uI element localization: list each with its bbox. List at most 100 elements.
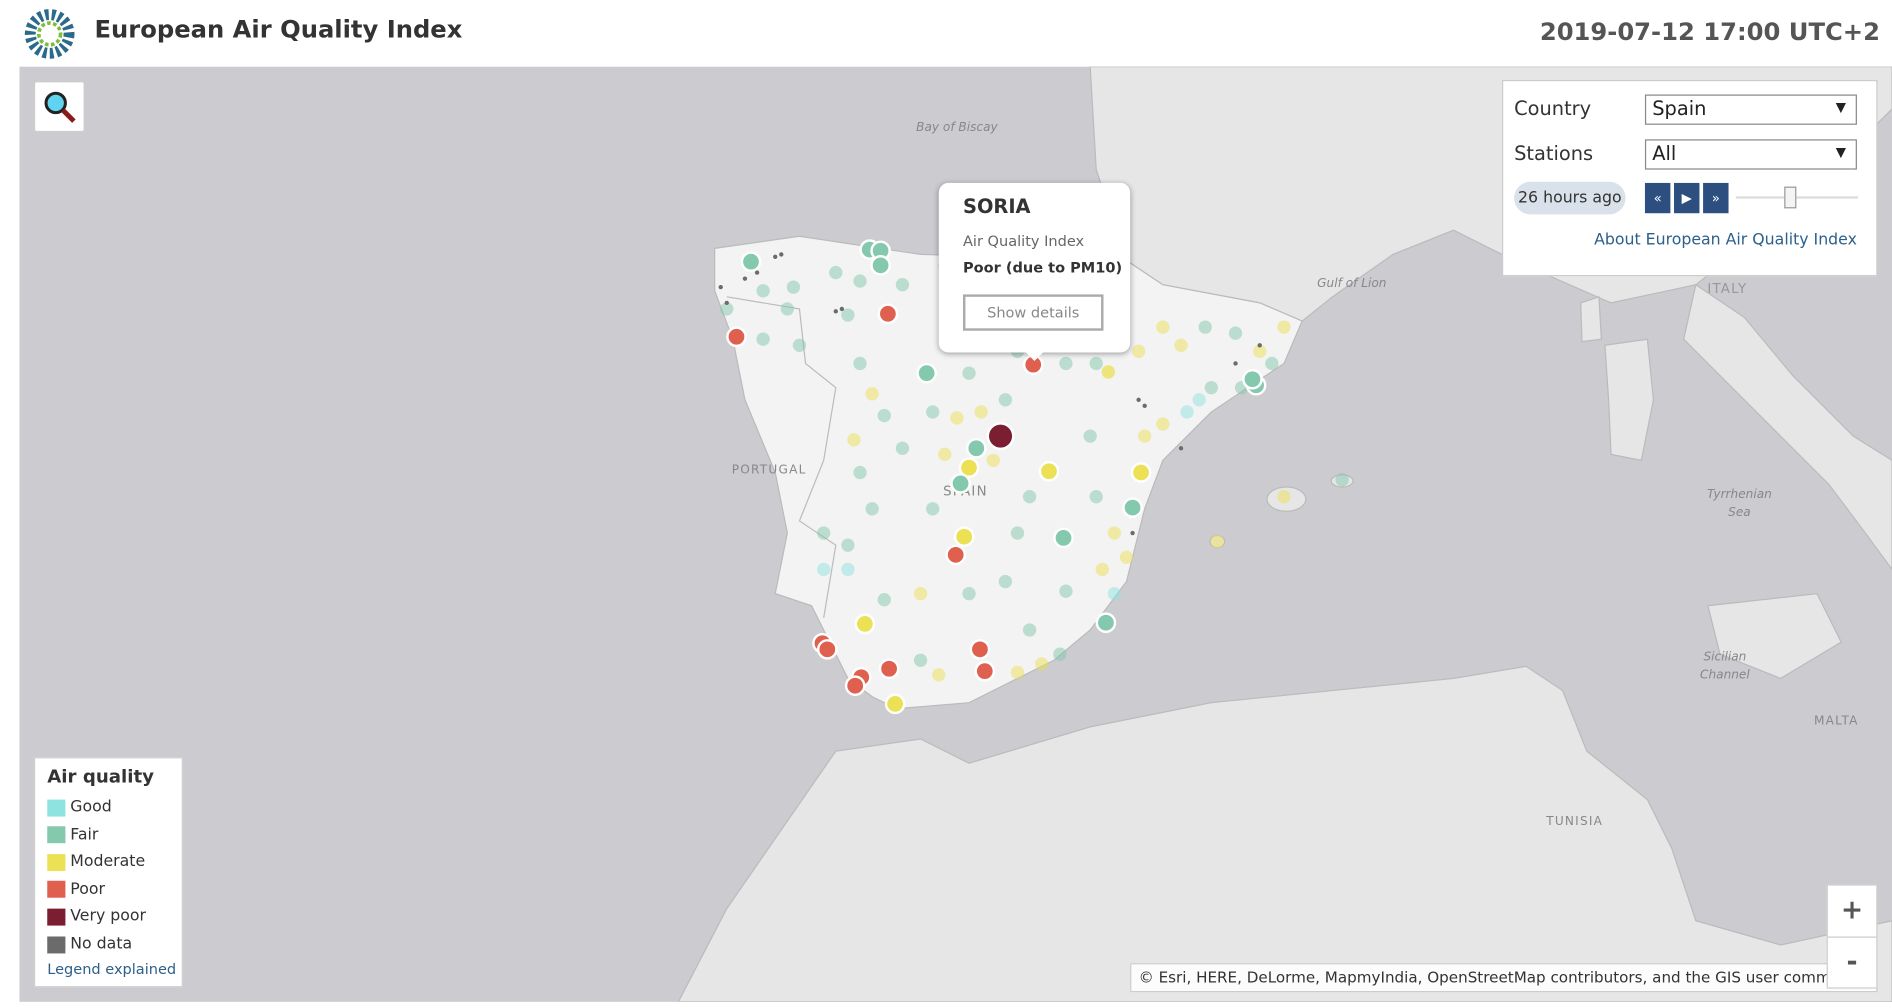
station-marker [865, 502, 879, 516]
station-marker [1265, 356, 1279, 371]
legend-swatch [47, 908, 66, 926]
station-marker [953, 526, 975, 547]
header-title: European Air Quality Index [94, 14, 463, 44]
about-link[interactable]: About European Air Quality Index [1594, 231, 1857, 250]
control-panel: Country Spain ▼ Stations All ▼ 26 hours ag… [1502, 79, 1878, 277]
station-marker [756, 284, 770, 298]
station-marker [854, 613, 876, 635]
station-marker [877, 593, 891, 607]
station-marker [1242, 368, 1263, 390]
station-marker [1022, 490, 1037, 504]
attribution: © Esri, HERE, DeLorme, MapmyIndia, OpenS… [1130, 963, 1878, 993]
station-nodata [742, 276, 748, 281]
station-marker [986, 422, 1015, 451]
legend-link[interactable]: Legend explained [47, 960, 177, 978]
station-marker [1210, 534, 1225, 549]
time-slider[interactable] [1735, 196, 1859, 199]
stations-value: All [1652, 141, 1677, 165]
station-marker [1083, 429, 1097, 443]
station-marker [1089, 490, 1103, 504]
station-marker [1101, 365, 1116, 379]
station-marker [998, 574, 1013, 589]
first-button[interactable]: « [1644, 182, 1671, 214]
station-nodata [1257, 343, 1262, 348]
station-marker [786, 280, 801, 294]
logo [24, 9, 75, 59]
search-button[interactable] [33, 81, 85, 133]
station-marker [1053, 527, 1074, 549]
station-marker [756, 332, 770, 346]
map-label: Sea [1728, 505, 1751, 519]
legend-label: No data [70, 935, 133, 954]
station-marker [1156, 320, 1170, 334]
zoom-in[interactable]: + [1827, 886, 1877, 938]
station-nodata [773, 254, 778, 260]
legend: Air quality Good Fair Moderate Poor Very poo… [33, 757, 183, 988]
popup-tip [1023, 350, 1046, 362]
station-marker [895, 441, 910, 455]
legend-item: Good [47, 798, 112, 817]
legend-item: Fair [47, 826, 98, 844]
station-marker [962, 366, 976, 380]
legend-title: Air quality [47, 765, 155, 788]
map-label: Tyrrhenian [1707, 487, 1772, 501]
station-marker [817, 639, 838, 660]
legend-label: Moderate [70, 853, 146, 872]
station-marker [1059, 356, 1073, 371]
country-select[interactable]: Spain ▼ [1644, 94, 1857, 125]
station-marker [986, 453, 1000, 468]
station-marker [1131, 344, 1146, 358]
map-label: Bay of Biscay [916, 120, 998, 134]
timestamp: 2019-07-12 17:00 UTC+2 [1539, 16, 1880, 47]
station-marker [1198, 320, 1212, 334]
station-marker [853, 356, 867, 371]
station-nodata [754, 270, 760, 275]
station-marker [841, 538, 855, 552]
station-marker [1138, 429, 1152, 443]
map-label: MALTA [1814, 713, 1859, 727]
station-marker [877, 408, 891, 423]
map-label: Channel [1700, 667, 1750, 681]
station-marker [969, 639, 991, 660]
station-marker [1130, 462, 1152, 483]
stations-select[interactable]: All ▼ [1644, 139, 1857, 170]
station-marker [962, 586, 976, 601]
station-nodata [1233, 361, 1238, 366]
station-marker [998, 393, 1013, 407]
station-marker [792, 338, 807, 352]
station-marker [1180, 405, 1194, 419]
station-marker [853, 274, 867, 288]
legend-item: Poor [47, 881, 105, 899]
station-marker [926, 502, 940, 516]
station-marker [1035, 657, 1049, 671]
legend-label: Poor [70, 880, 105, 899]
station-marker [913, 653, 928, 667]
last-button[interactable]: » [1703, 182, 1729, 214]
show-details-button[interactable]: Show details [962, 294, 1104, 331]
play-button[interactable]: ▶ [1674, 182, 1700, 214]
station-marker [1010, 526, 1025, 540]
slider-handle[interactable] [1784, 186, 1797, 209]
legend-swatch [47, 826, 66, 844]
station-marker [1095, 562, 1109, 577]
station-marker [817, 562, 831, 577]
station-marker [1089, 356, 1103, 371]
country-value: Spain [1652, 96, 1707, 120]
legend-item: Moderate [47, 853, 145, 871]
station-marker [847, 433, 861, 447]
zoom-out[interactable]: - [1846, 947, 1858, 978]
station-nodata [839, 306, 845, 312]
station-marker [1277, 490, 1291, 504]
station-marker [1107, 586, 1122, 601]
station-nodata [833, 309, 838, 314]
station-marker [1277, 320, 1291, 334]
legend-label: Good [70, 798, 112, 817]
legend-label: Very poor [70, 907, 147, 927]
station-marker [945, 544, 967, 566]
station-marker [844, 675, 866, 697]
popup-label: Air Quality Index [962, 232, 1085, 250]
station-marker [958, 457, 980, 478]
station-marker [1192, 393, 1206, 407]
station-marker [974, 405, 988, 419]
